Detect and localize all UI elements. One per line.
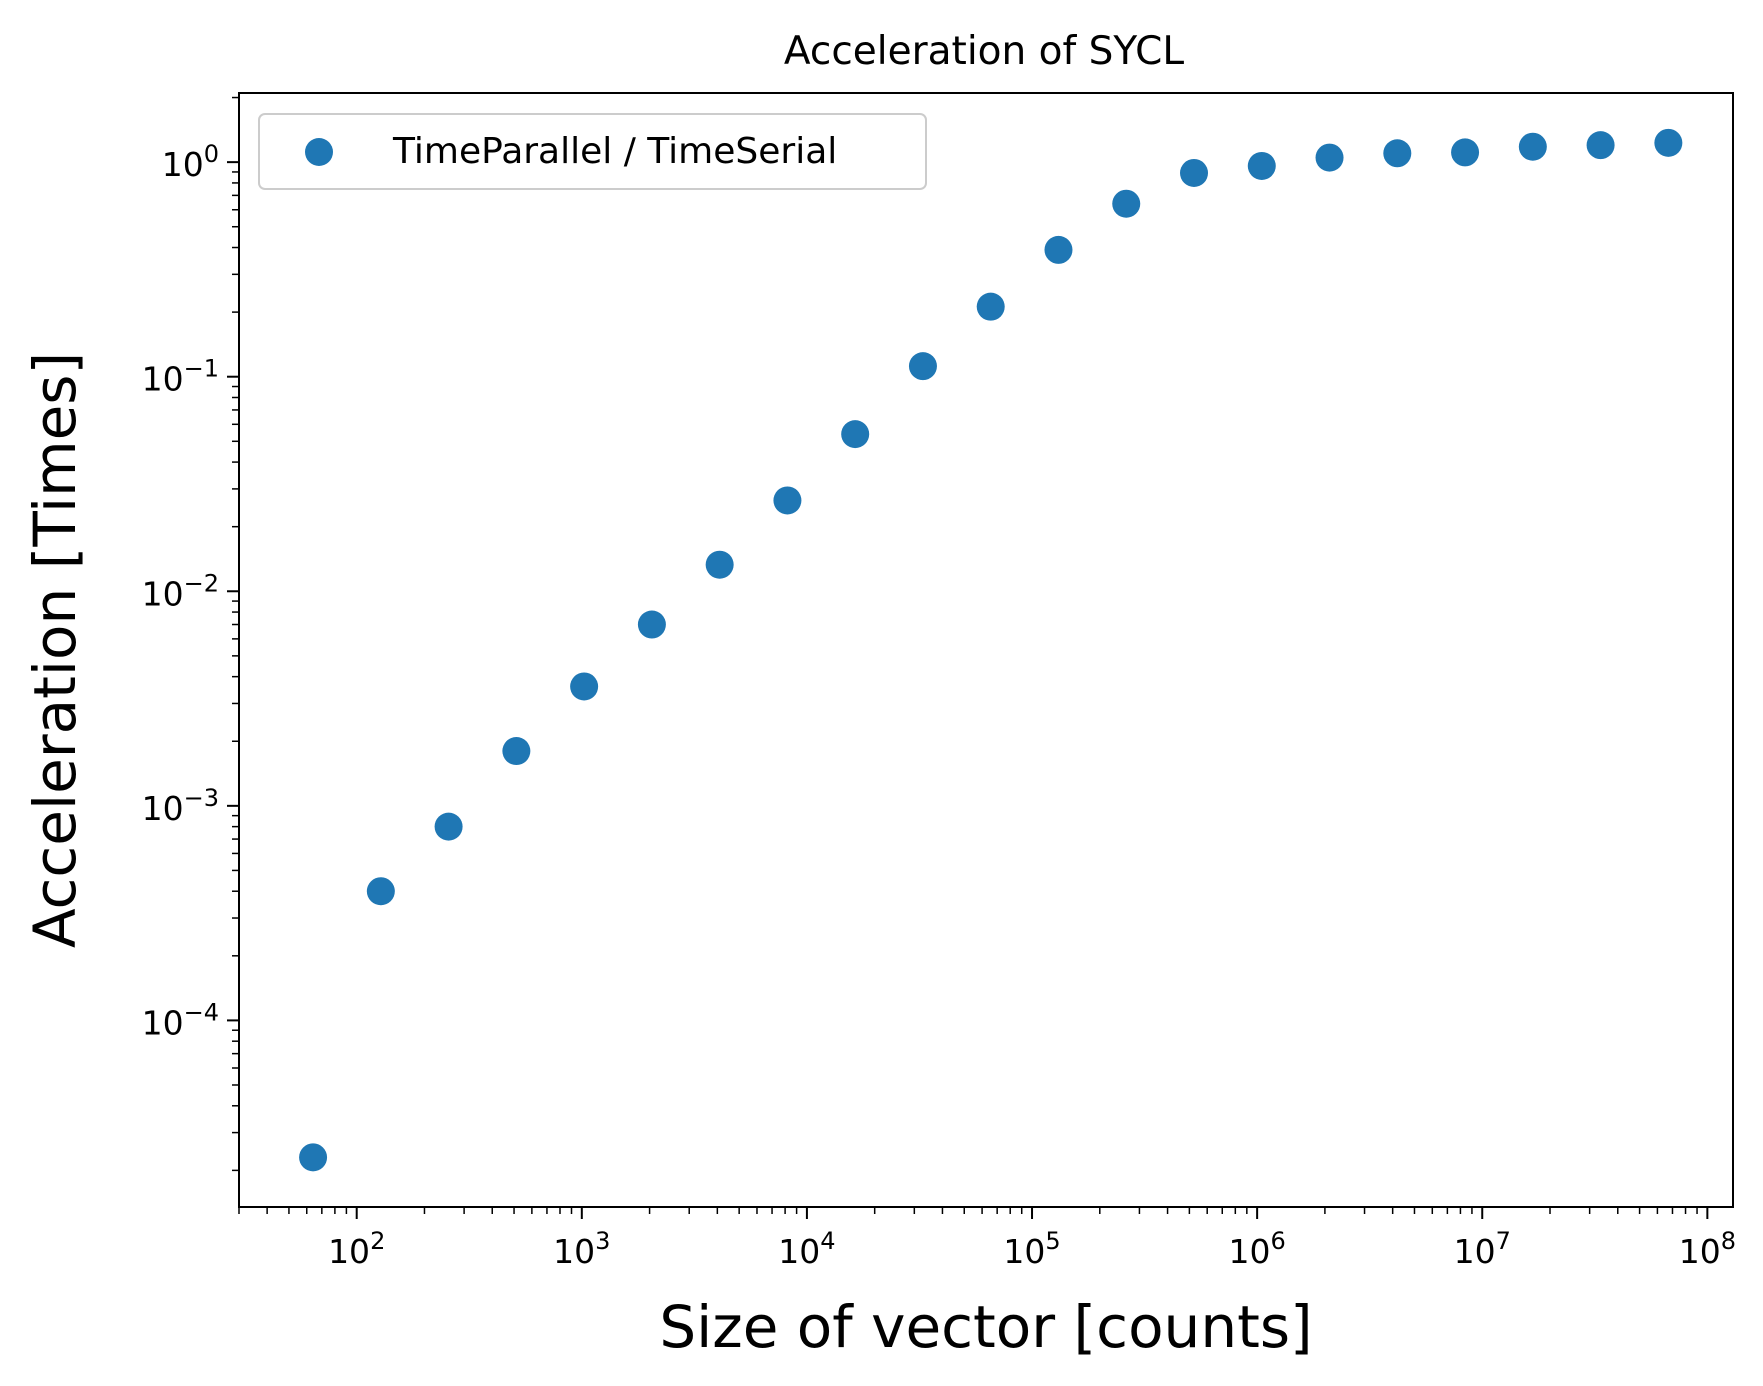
data-point	[502, 737, 531, 766]
data-point	[1586, 131, 1615, 160]
data-point	[841, 420, 870, 449]
x-tick-label: 108	[1679, 1227, 1736, 1271]
data-point	[1518, 132, 1547, 161]
x-tick-label: 104	[778, 1227, 835, 1271]
chart-title: Acceleration of SYCL	[784, 29, 1184, 74]
data-point	[908, 352, 937, 381]
x-axis-label: Size of vector [counts]	[659, 1293, 1312, 1361]
data-points	[299, 128, 1683, 1172]
data-point	[976, 292, 1005, 321]
x-tick-label: 107	[1454, 1227, 1511, 1271]
data-point	[705, 550, 734, 579]
y-axis: 10−4 10−3 10−2 10−1 100	[142, 96, 239, 1172]
data-point	[1451, 138, 1480, 167]
data-point	[773, 486, 802, 515]
data-point	[1247, 151, 1276, 180]
x-tick-label: 105	[1003, 1227, 1060, 1271]
data-point	[1654, 128, 1683, 157]
data-point	[1044, 235, 1073, 264]
data-point	[1383, 139, 1412, 168]
data-point	[637, 610, 666, 639]
data-point	[1112, 189, 1141, 218]
y-axis-label: Acceleration [Times]	[21, 352, 89, 948]
data-point	[1315, 143, 1344, 172]
data-point	[299, 1143, 328, 1172]
x-tick-label: 103	[553, 1227, 610, 1271]
y-tick-label: 10−4	[142, 998, 219, 1042]
plot-area-frame	[238, 92, 1734, 1208]
data-point	[434, 812, 463, 841]
legend-marker	[305, 138, 333, 166]
y-tick-label: 100	[162, 140, 219, 184]
y-tick-label: 10−2	[142, 569, 219, 613]
x-tick-label: 106	[1228, 1227, 1285, 1271]
data-point	[366, 877, 395, 906]
legend: TimeParallel / TimeSerial	[258, 113, 927, 190]
x-tick-label: 102	[328, 1227, 385, 1271]
y-tick-label: 10−1	[142, 355, 219, 399]
legend-box	[258, 113, 927, 190]
data-point	[1180, 158, 1209, 187]
legend-label: TimeParallel / TimeSerial	[392, 131, 837, 172]
x-axis: 102 103 104 105 106 107 108	[238, 1207, 1736, 1271]
y-tick-label: 10−3	[142, 784, 219, 828]
data-point	[570, 672, 599, 701]
